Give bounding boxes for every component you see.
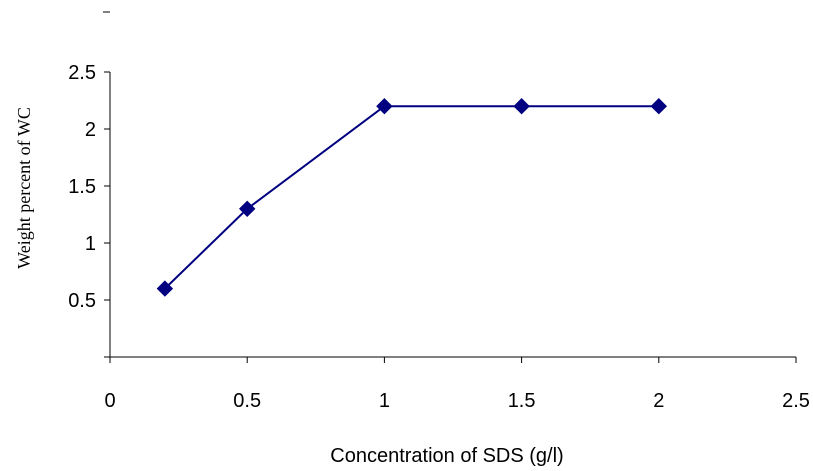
data-point-marker bbox=[513, 97, 530, 115]
y-tick-label: 1 bbox=[85, 233, 96, 255]
x-tick-label: 2.5 bbox=[782, 390, 810, 412]
y-axis-label: Weight percent of WC bbox=[14, 107, 34, 269]
x-axis-label: Concentration of SDS (g/l) bbox=[330, 445, 563, 467]
y-tick-label: 2.5 bbox=[68, 62, 96, 84]
x-tick-label: 1.5 bbox=[508, 390, 536, 412]
y-tick-label: 0.5 bbox=[68, 290, 96, 312]
x-tick-label: 0 bbox=[104, 390, 115, 412]
y-tick-label: 2 bbox=[85, 119, 96, 141]
data-point-marker bbox=[376, 97, 393, 115]
data-series bbox=[156, 97, 668, 297]
x-tick-label: 1 bbox=[379, 390, 390, 412]
series-line bbox=[164, 105, 659, 290]
x-tick-label: 2 bbox=[653, 390, 664, 412]
data-point-marker bbox=[238, 200, 256, 218]
x-tick-label: 0.5 bbox=[233, 390, 261, 412]
tick-labels: 0 0.5 1 1.5 2 2.5 0.5 1 1.5 2 2.5 bbox=[68, 62, 810, 412]
axes bbox=[104, 71, 797, 363]
data-point-marker bbox=[650, 97, 668, 115]
data-point-marker bbox=[156, 280, 174, 297]
y-tick-label: 1.5 bbox=[68, 176, 96, 198]
